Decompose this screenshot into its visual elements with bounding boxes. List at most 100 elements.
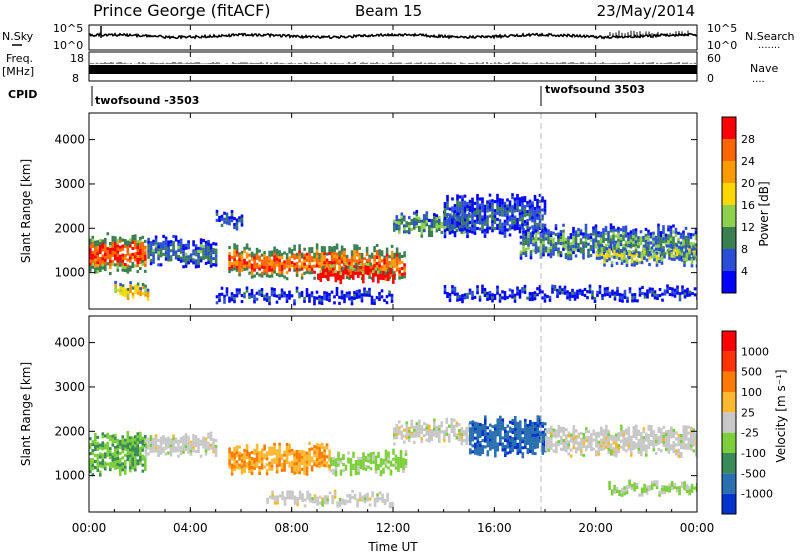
echo-cell [392,448,395,452]
echo-cell [498,296,502,300]
echo-cell [393,436,396,440]
echo-cell [323,252,326,256]
echo-cell [612,447,616,451]
echo-cell [116,445,120,449]
echo-cell [648,257,651,261]
echo-cell [652,448,656,452]
echo-cell [323,458,326,462]
echo-cell [577,228,580,232]
echo-cell [627,238,630,242]
echo-cell [91,458,95,462]
echo-cell [572,425,576,429]
echo-cell [305,463,309,467]
echo-cell [625,260,629,264]
echo-cell [167,258,170,262]
echo-cell [694,237,697,241]
echo-cell [395,215,399,219]
echo-cell [611,289,614,293]
echo-cell [655,433,658,437]
echo-cell [328,464,331,468]
echo-cell [468,226,472,230]
echo-cell [501,231,504,235]
echo-cell [469,427,472,431]
echo-cell [463,433,466,437]
echo-cell [260,271,264,275]
echo-cell [471,290,474,294]
echo-cell [655,451,658,455]
echo-cell [124,257,127,261]
echo-cell [149,253,153,257]
echo-cell [680,434,683,438]
echo-cell [94,258,97,262]
echo-cell [616,292,619,296]
echo-cell [506,442,510,446]
echo-cell [134,240,137,244]
echo-cell [534,443,537,447]
echo-cell [538,211,542,215]
echo-cell [192,446,195,450]
echo-cell [369,458,373,462]
echo-cell [612,237,615,241]
echo-cell [378,264,381,268]
echo-cell [104,446,107,450]
echo-cell [589,236,593,240]
echo-cell [542,247,545,251]
echo-cell [278,293,281,297]
echo-cell [104,452,107,456]
echo-cell [624,231,628,235]
echo-cell [624,246,628,250]
echo-cell [602,432,606,436]
echo-cell [187,441,190,445]
echo-cell [209,443,213,447]
echo-cell [293,501,297,505]
echo-cell [491,446,495,450]
echo-cell [483,231,487,235]
echo-cell [121,238,125,242]
echo-cell [395,427,399,431]
echo-cell [503,291,507,295]
echo-cell [528,214,532,218]
echo-cell [585,448,588,452]
echo-cell [418,228,421,232]
echo-cell [501,228,504,232]
echo-cell [657,244,660,248]
echo-cell [643,256,646,260]
echo-cell [359,460,363,464]
echo-cell [315,243,319,247]
echo-cell [126,458,130,462]
echo-cell [114,451,117,455]
echo-cell [519,423,522,427]
echo-cell [255,247,259,251]
echo-cell [413,434,416,438]
echo-cell [584,232,588,236]
echo-cell [415,222,419,226]
echo-cell [518,203,522,207]
echo-cell [260,291,264,295]
echo-cell [483,293,487,297]
echo-cell [392,280,395,284]
echo-cell [474,424,477,428]
echo-cell [179,238,183,242]
echo-cell [121,262,125,266]
echo-cell [349,473,353,477]
echo-cell [387,460,390,464]
echo-cell [330,258,334,262]
echo-cell [617,432,621,436]
echo-cell [514,416,517,420]
echo-cell [639,242,643,246]
echo-cell [393,225,396,229]
echo-cell [149,446,153,450]
echo-cell [119,469,122,473]
echo-cell [526,432,530,436]
echo-cell [461,201,464,205]
echo-cell [298,250,301,254]
echo-cell [126,243,130,247]
echo-cell [415,434,419,438]
echo-cell [91,238,95,242]
echo-cell [320,295,324,299]
echo-cell [283,465,286,469]
echo-cell [562,247,565,251]
echo-cell [558,288,562,292]
echo-cell [620,490,624,494]
echo-cell [513,299,517,303]
